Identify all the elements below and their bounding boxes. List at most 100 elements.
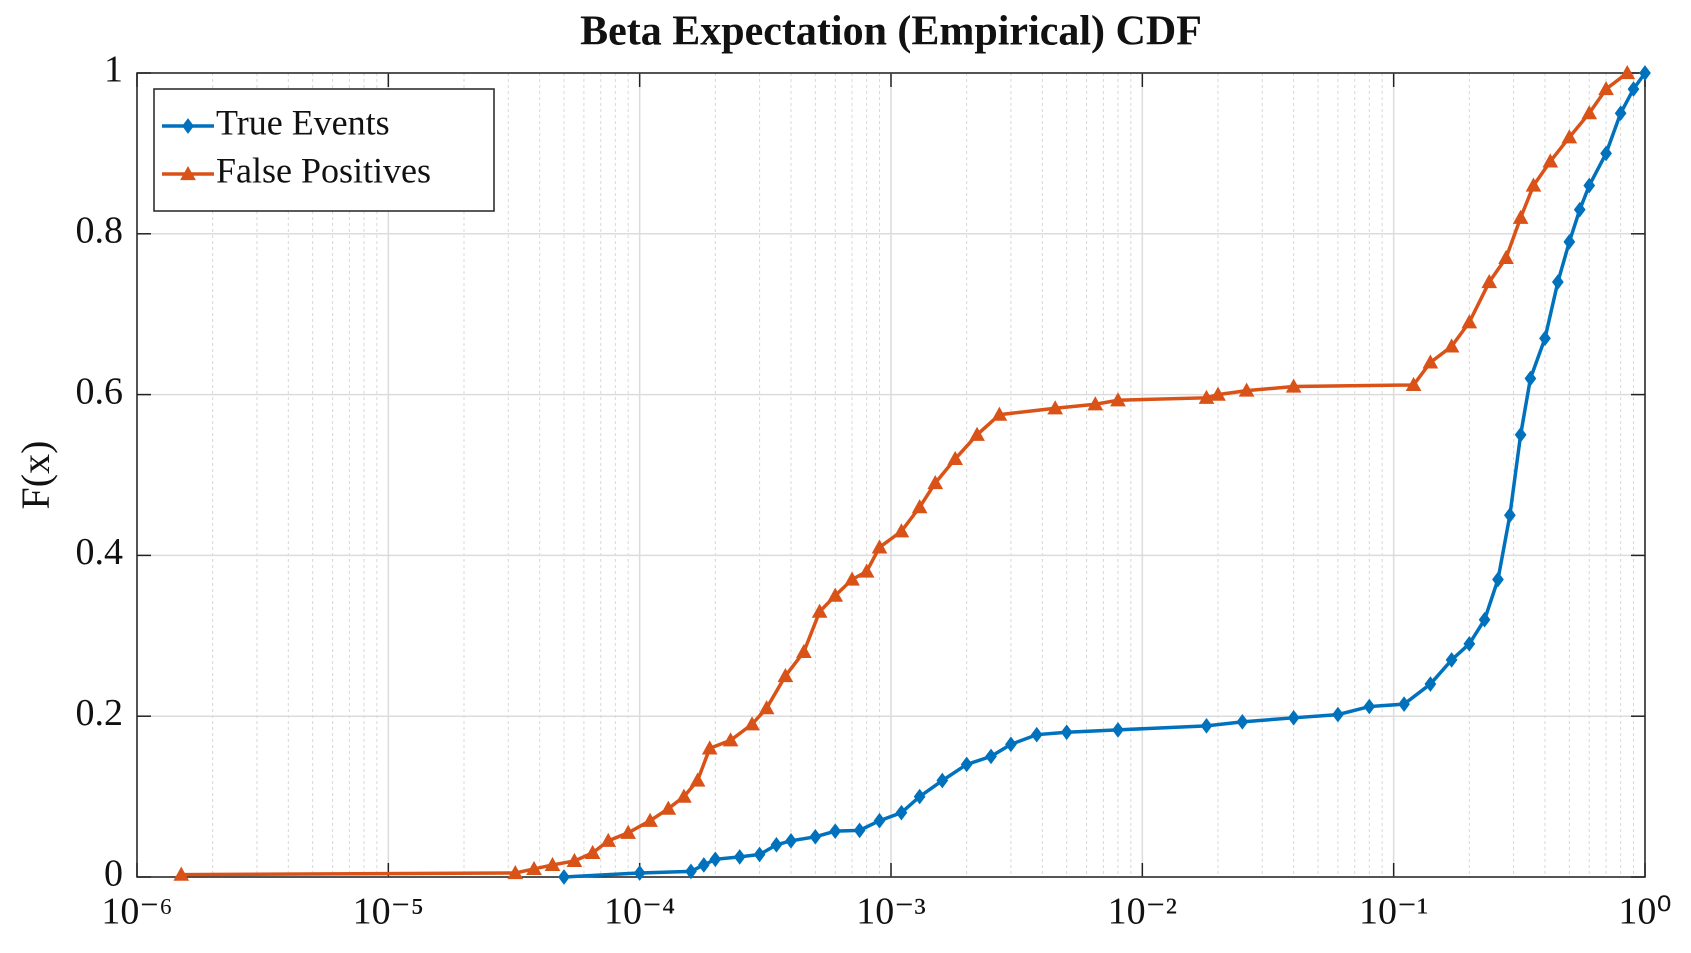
legend-label: False Positives <box>216 150 431 190</box>
marker <box>785 832 797 849</box>
marker <box>1492 571 1504 588</box>
marker <box>827 587 844 602</box>
marker <box>960 756 973 773</box>
marker <box>873 812 886 829</box>
marker <box>1524 370 1537 387</box>
marker <box>936 772 949 789</box>
marker <box>182 118 194 134</box>
legend-label: True Events <box>216 102 390 142</box>
marker <box>544 856 561 872</box>
marker <box>1332 706 1344 723</box>
marker <box>689 772 706 787</box>
y-axis-label: F(x) <box>13 441 58 510</box>
marker <box>1287 709 1300 726</box>
marker <box>600 832 617 847</box>
x-tick-label: 10⁻⁴ <box>604 891 675 933</box>
marker <box>985 748 997 765</box>
marker <box>584 844 601 859</box>
marker <box>733 849 746 865</box>
marker <box>744 716 760 731</box>
marker <box>180 165 196 181</box>
marker <box>895 804 908 821</box>
chart-title: Beta Expectation (Empirical) CDF <box>580 9 1202 55</box>
marker <box>1614 105 1627 122</box>
marker <box>1005 736 1017 753</box>
marker <box>844 571 860 586</box>
marker <box>1424 676 1437 692</box>
legend: True Events False Positives <box>153 88 495 212</box>
x-tick-label: 10⁻⁶ <box>101 891 172 933</box>
marker <box>566 852 583 868</box>
marker <box>1461 314 1478 329</box>
y-tick-label: 1 <box>104 49 123 91</box>
marker <box>1551 274 1564 290</box>
marker <box>1238 382 1255 397</box>
marker <box>1481 274 1498 289</box>
marker <box>1512 209 1529 224</box>
marker <box>1504 507 1516 524</box>
marker <box>1581 105 1598 120</box>
marker <box>676 788 692 803</box>
marker <box>947 450 964 466</box>
legend-box <box>153 88 495 212</box>
marker <box>893 523 910 538</box>
marker <box>770 837 783 853</box>
y-tick-label: 0 <box>104 853 123 895</box>
marker <box>1060 724 1073 741</box>
marker <box>1598 81 1614 96</box>
marker <box>642 812 658 827</box>
marker <box>1539 330 1551 347</box>
marker <box>1600 145 1612 162</box>
x-tick-label: 10⁰ <box>1618 891 1671 933</box>
marker <box>927 475 944 490</box>
marker <box>1561 129 1578 144</box>
marker <box>1478 611 1491 628</box>
marker <box>1047 400 1064 415</box>
x-tick-label: 10⁻⁵ <box>353 891 424 933</box>
marker <box>1236 713 1249 730</box>
plot-frame <box>136 72 1646 878</box>
marker <box>991 406 1008 421</box>
marker <box>1619 64 1636 80</box>
marker <box>1542 153 1559 168</box>
marker <box>1525 177 1542 192</box>
marker <box>809 828 822 845</box>
marker <box>1285 378 1302 393</box>
marker <box>526 860 542 876</box>
marker <box>1030 726 1043 743</box>
marker <box>758 700 775 715</box>
marker <box>701 740 718 755</box>
marker <box>811 603 828 618</box>
marker <box>858 563 875 578</box>
marker <box>1363 698 1376 715</box>
marker <box>1627 81 1640 97</box>
marker <box>685 863 697 880</box>
y-tick-label: 0.2 <box>76 692 124 734</box>
marker <box>777 667 794 683</box>
marker <box>1210 386 1226 401</box>
marker <box>829 823 842 840</box>
marker <box>1498 249 1514 265</box>
y-tick-label: 0.8 <box>76 210 124 252</box>
marker <box>1198 389 1215 404</box>
series-line <box>563 71 1647 879</box>
x-tick-label: 10⁻³ <box>856 891 925 933</box>
marker <box>722 732 739 747</box>
marker <box>1445 652 1458 668</box>
marker <box>969 426 985 441</box>
marker <box>709 851 722 868</box>
marker <box>795 643 812 658</box>
marker <box>1563 234 1576 250</box>
marker <box>1514 426 1527 443</box>
y-tick-label: 0.6 <box>76 370 124 412</box>
marker <box>1110 392 1126 407</box>
marker <box>871 539 888 554</box>
marker <box>697 857 710 873</box>
x-tick-label: 10⁻¹ <box>1359 891 1428 933</box>
marker <box>507 864 524 880</box>
marker <box>620 824 637 839</box>
marker <box>1422 354 1439 369</box>
y-tick-label: 0.4 <box>76 531 124 573</box>
